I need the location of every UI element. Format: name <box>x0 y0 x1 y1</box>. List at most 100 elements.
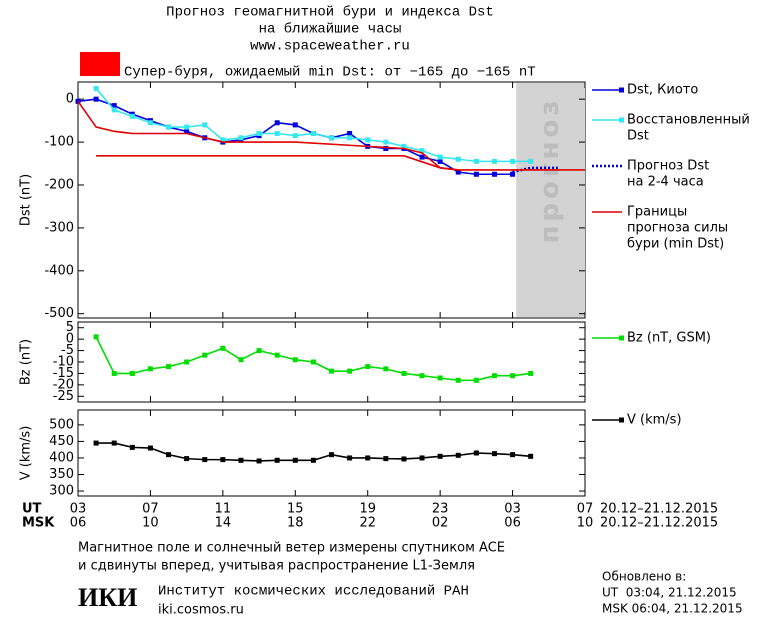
series-marker <box>292 357 298 363</box>
series-marker <box>455 169 461 175</box>
series-marker <box>419 148 425 154</box>
series-marker <box>491 373 497 379</box>
series-marker <box>274 130 280 136</box>
series-line <box>512 166 558 174</box>
series-marker <box>111 107 117 113</box>
series-marker <box>419 373 425 379</box>
y-tick-label: -20 <box>53 377 74 392</box>
msk-label: MSK <box>22 516 55 531</box>
series-marker <box>329 368 334 374</box>
storm-color <box>80 52 120 76</box>
series-marker <box>111 103 117 109</box>
series-marker <box>202 352 208 358</box>
series-marker <box>292 457 298 463</box>
y-tick-label: 450 <box>49 434 74 449</box>
series-line <box>95 336 531 382</box>
series-marker <box>491 451 497 457</box>
y-tick-label: 300 <box>49 484 74 499</box>
series-marker <box>437 375 443 381</box>
series-marker <box>256 348 262 354</box>
y-tick-label: 0 <box>66 92 74 107</box>
plot-frame <box>77 81 586 319</box>
series-marker <box>93 85 99 91</box>
series-marker <box>419 154 425 160</box>
y-tick-label: -400 <box>44 263 74 278</box>
series-marker <box>473 377 479 383</box>
msk-tick-label: 02 <box>432 516 449 531</box>
series-marker <box>220 345 226 351</box>
series-marker <box>310 359 316 365</box>
legend-label: Dst, Киото <box>627 83 698 98</box>
series-marker <box>292 122 298 128</box>
x-tick-label: 23 <box>432 502 449 517</box>
series-marker <box>166 124 172 130</box>
y-axis-title: V (km/s) <box>19 426 34 481</box>
storm-banner: Супер-буря, ожидаемый min Dst: от −165 д… <box>124 64 536 81</box>
msk-tick-label: 10 <box>142 516 159 531</box>
y-tick-label: -5 <box>61 343 74 358</box>
forecast-region <box>516 83 585 317</box>
series-marker <box>111 370 117 376</box>
legend-label: Восстановленный <box>627 113 750 128</box>
legend-label: бури (min Dst) <box>627 237 724 252</box>
series-marker <box>274 120 280 126</box>
series-marker <box>455 452 461 458</box>
series-marker <box>274 352 280 358</box>
series-marker <box>310 130 316 136</box>
y-tick-label: -300 <box>44 220 74 235</box>
msk-tick-label: 06 <box>70 516 87 531</box>
series-marker <box>111 440 117 446</box>
series-marker <box>202 457 208 463</box>
series-marker <box>437 154 443 160</box>
series-marker <box>365 455 371 461</box>
y-tick-label: -500 <box>44 306 74 321</box>
legend-marker <box>619 417 624 423</box>
legend-marker <box>619 87 624 93</box>
series-marker <box>419 455 425 461</box>
y-tick-label: -15 <box>53 366 74 381</box>
site: iki.cosmos.ru <box>158 603 244 618</box>
series-marker <box>510 452 516 458</box>
series-marker <box>528 453 534 459</box>
series-marker <box>401 456 407 462</box>
y-axis-title: Dst (nT) <box>19 174 34 226</box>
series-marker <box>129 370 135 376</box>
series-marker <box>220 457 226 463</box>
series-marker <box>184 128 190 134</box>
y-tick-label: 350 <box>49 467 74 482</box>
series-marker <box>491 158 497 164</box>
x-tick-label: 07 <box>577 502 594 517</box>
series-marker <box>238 457 244 463</box>
y-tick-label: -25 <box>53 389 74 404</box>
series-marker <box>383 146 389 152</box>
series-marker <box>147 366 153 372</box>
series-marker <box>510 158 516 164</box>
series-marker <box>528 370 534 376</box>
legend-label: Dst <box>627 129 649 144</box>
series-marker <box>383 139 389 145</box>
y-tick-label: -100 <box>44 135 74 150</box>
legend-marker <box>619 335 624 341</box>
series-marker <box>256 458 262 464</box>
logo: ИКИ <box>78 583 137 612</box>
series-marker <box>329 135 334 141</box>
series-marker <box>274 457 280 463</box>
series-marker <box>510 171 516 177</box>
series-marker <box>437 453 443 459</box>
y-tick-label: -200 <box>44 177 74 192</box>
series-marker <box>473 171 479 177</box>
series-line <box>95 87 531 163</box>
updated-ut: UT 03:04, 21.12.2015 <box>602 586 737 600</box>
series-marker <box>184 124 190 130</box>
series-marker <box>93 96 99 102</box>
series-marker <box>292 133 298 139</box>
legend-label: Границы <box>627 205 687 220</box>
series-marker <box>455 377 461 383</box>
legend-label: Прогноз Dst <box>627 159 709 174</box>
series-marker <box>473 450 479 456</box>
series-marker <box>310 457 316 463</box>
series-marker <box>147 445 153 451</box>
series-marker <box>347 455 353 461</box>
series-marker <box>147 120 153 126</box>
msk-range: 20.12–21.12.2015 <box>600 516 718 531</box>
